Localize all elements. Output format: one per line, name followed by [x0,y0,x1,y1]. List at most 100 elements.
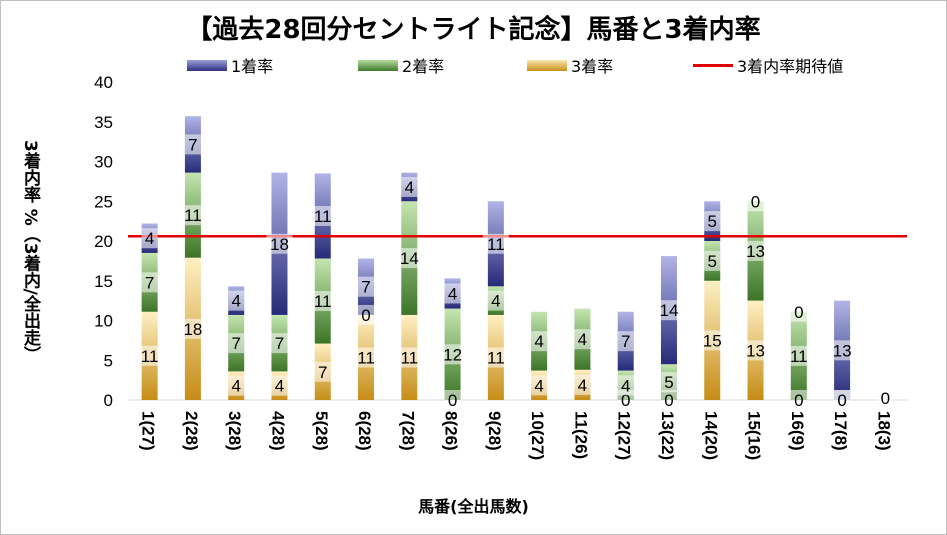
data-label-bg [444,390,461,410]
y-tick-label: 35 [94,113,113,132]
data-label-bg [699,330,726,351]
data-label-bg [358,304,375,325]
data-label-bg [401,176,418,197]
data-label-bg [790,301,807,322]
data-label: 0 [837,391,846,410]
data-label: 7 [145,273,154,292]
data-label-bg [617,331,634,352]
y-tick-label: 30 [94,153,113,172]
y-tick-label: 40 [94,73,113,92]
data-label-bg [309,205,336,226]
data-label-bg [747,191,764,212]
legend-label-third: 3着率 [571,57,614,76]
legend-label-win: 1着率 [231,57,274,76]
data-label: 4 [275,377,284,396]
data-label: 7 [621,332,630,351]
data-label: 11 [141,347,159,366]
data-label-bg [271,333,288,354]
data-label-bg [309,291,336,312]
y-tick-label: 15 [94,272,113,291]
x-tick-label: 11(26) [571,411,590,459]
data-label: 7 [231,334,240,353]
data-label-bg [704,250,721,271]
data-label: 18 [183,320,202,339]
data-label-bg [314,361,331,382]
data-label: 11 [487,348,505,367]
data-label-bg [141,272,158,293]
data-label-bg [228,333,245,354]
data-label-bg [179,318,206,339]
legend: 1着率 2着率 3着率 3着内率期待値 [1,53,946,77]
data-label: 11 [357,348,375,367]
x-tick-label: 18(3) [874,411,893,451]
data-label: 14 [400,249,419,268]
x-tick-label: 2(28) [182,411,201,451]
data-label-bg [574,374,591,395]
data-label-bg [396,248,423,269]
x-tick-label: 3(28) [225,411,244,451]
data-label-bg [742,240,769,261]
data-label: 11 [314,207,332,226]
data-label: 0 [794,303,803,322]
legend-item-third: 3着率 [527,53,613,77]
data-label: 5 [708,212,717,231]
data-label-bg [531,375,548,396]
data-label: 18 [270,235,289,254]
data-label-bg [660,390,677,410]
data-label-bg [790,390,807,410]
legend-item-expected: 3着内率期待値 [693,53,843,77]
data-label: 4 [491,292,500,311]
x-tick-label: 6(28) [355,411,374,451]
data-label: 13 [746,242,765,261]
data-label-bg [228,290,245,311]
x-tick-label: 5(28) [312,411,331,451]
data-label-bg [266,233,293,254]
x-tick-label: 4(28) [268,411,287,451]
data-label: 7 [275,334,284,353]
data-label: 4 [578,330,587,349]
data-label-bg [444,283,461,304]
data-label-bg [482,233,509,254]
x-tick-label: 9(28) [485,411,504,451]
data-label: 7 [318,363,327,382]
data-label: 5 [664,373,673,392]
data-label-bg [179,205,206,226]
data-label-bg [660,372,677,393]
data-label: 0 [794,391,803,410]
data-label: 0 [621,391,630,410]
data-label: 5 [708,252,717,271]
data-label: 15 [703,331,722,350]
data-label-bg [531,331,548,352]
x-tick-label: 8(26) [442,411,461,451]
data-label: 11 [314,292,332,311]
data-label-bg [704,211,721,232]
data-label: 11 [487,235,505,254]
data-label-bg [396,347,423,368]
data-label-bg [742,340,769,361]
data-label: 4 [534,376,543,395]
y-tick-label: 10 [94,312,113,331]
data-label: 11 [184,206,202,225]
legend-swatch-second [358,59,398,71]
data-label-bg [487,290,504,311]
legend-swatch-third [527,59,567,71]
chart-title: 【過去28回分セントライト記念】馬番と3着内率 [186,15,761,45]
data-label-bg [877,388,894,408]
legend-item-second: 2着率 [358,53,444,77]
data-label-bg [482,347,509,368]
data-label-bg [353,347,380,368]
data-label: 0 [361,306,370,325]
x-tick-label: 14(20) [701,411,720,460]
data-label-bg [617,375,634,396]
x-tick-label: 13(22) [658,411,677,460]
y-tick-label: 5 [104,351,113,370]
data-label: 4 [405,178,414,197]
x-tick-label: 10(27) [528,411,547,460]
data-label: 0 [881,389,890,408]
data-label-bg [271,375,288,396]
data-label: 11 [400,348,418,367]
data-label: 7 [188,135,197,154]
data-label: 4 [578,376,587,395]
data-label-bg [358,276,375,297]
